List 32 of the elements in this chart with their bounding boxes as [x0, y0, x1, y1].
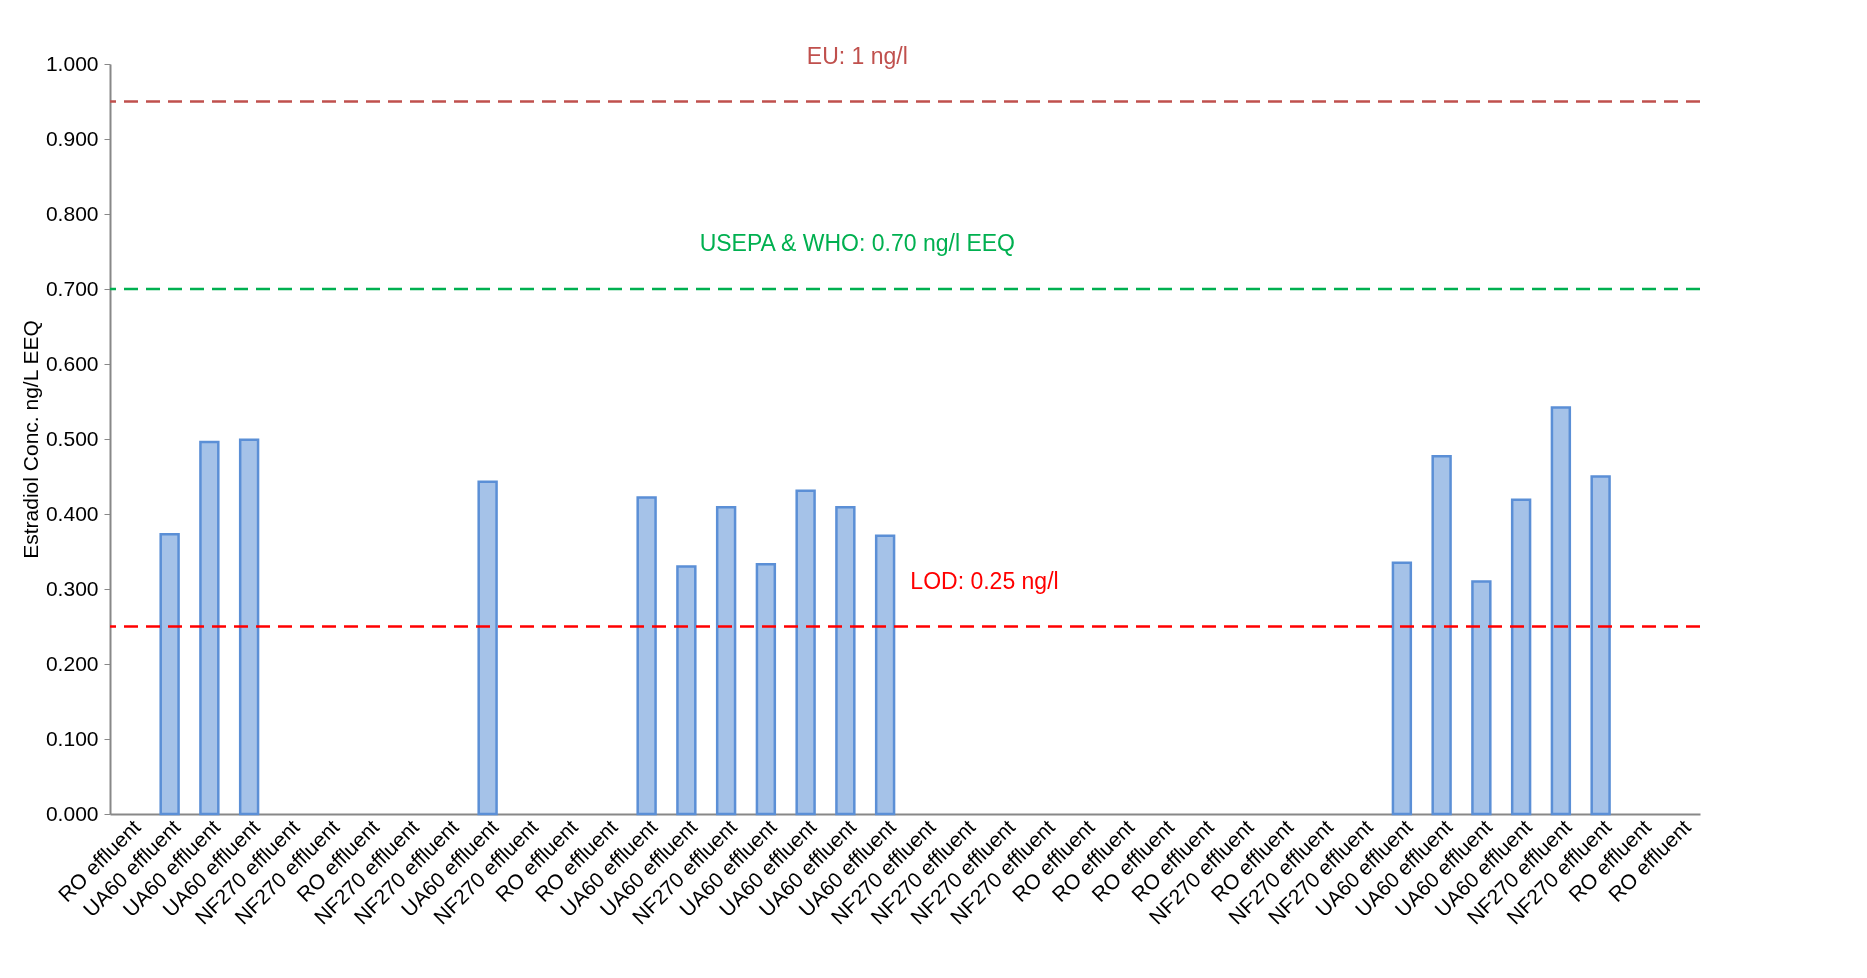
- bar: [636, 496, 657, 816]
- bar: [835, 506, 856, 816]
- y-tick-label: 0.800: [45, 201, 99, 225]
- y-tick-label: 0.900: [45, 126, 99, 150]
- bar: [874, 534, 896, 816]
- y-tick-label: 1.000: [45, 51, 99, 75]
- y-tick-label: 0.700: [45, 276, 99, 300]
- y-axis-title: Estradiol Conc. ng/L EEQ: [18, 320, 42, 559]
- bar: [715, 506, 737, 816]
- y-tick-label: 0.200: [45, 651, 99, 675]
- bar: [1431, 455, 1452, 816]
- y-tick-label: 0.400: [45, 501, 99, 525]
- ref-line-label: LOD: 0.25 ng/l: [910, 567, 1059, 594]
- y-tick-label: 0.500: [45, 426, 99, 450]
- ref-line-label: EU: 1 ng/l: [806, 42, 908, 69]
- bar: [1510, 498, 1532, 816]
- y-tick-label: 0.000: [45, 801, 99, 825]
- ref-line-label: USEPA & WHO: 0.70 ng/l EEQ: [699, 230, 1015, 256]
- bar: [199, 440, 220, 816]
- bar: [477, 480, 498, 816]
- bar: [1550, 406, 1572, 816]
- bar: [755, 563, 777, 816]
- y-tick-label: 0.600: [45, 351, 99, 375]
- bar: [1471, 580, 1492, 816]
- bar: [1391, 561, 1413, 816]
- bar: [159, 533, 180, 816]
- bar: [676, 565, 697, 816]
- bar: [238, 438, 260, 816]
- bar: [795, 489, 816, 816]
- y-tick-label: 0.100: [45, 726, 99, 750]
- bar: [1590, 475, 1611, 816]
- y-tick-label: 0.300: [45, 576, 99, 600]
